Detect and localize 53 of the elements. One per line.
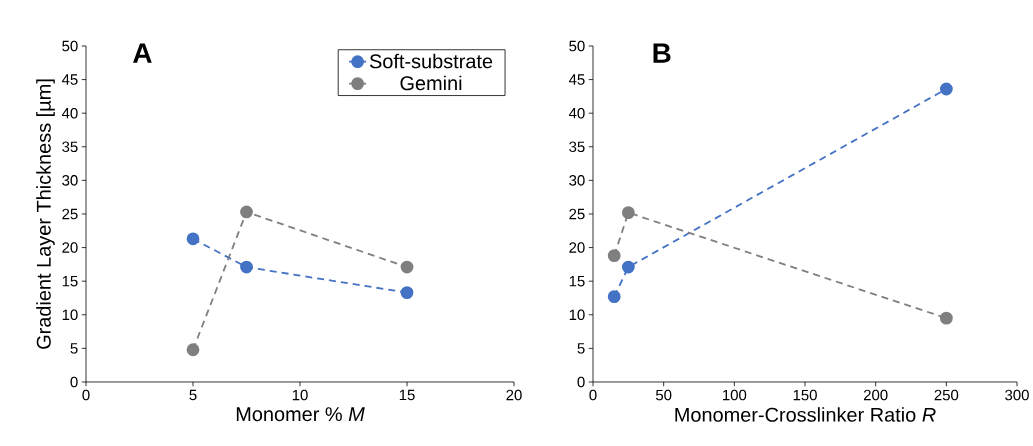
x-axis-title: Monomer-Crosslinker Ratio R: [675, 407, 936, 422]
y-tick-label: 0: [70, 376, 78, 388]
x-tick-label: 0: [82, 389, 90, 401]
y-tick-label: 15: [569, 275, 585, 287]
point: [939, 311, 953, 325]
point: [240, 260, 253, 274]
y-tick-label: 35: [569, 141, 585, 153]
y-axis-title: Gradient Layer Thickness [µm]: [36, 79, 55, 349]
y-tick-label: 5: [577, 343, 585, 354]
legend-label: Soft-substrate: [369, 53, 493, 69]
x-tick-label: 250: [934, 389, 959, 401]
chart-title: A: [133, 43, 152, 63]
point: [607, 290, 621, 304]
point: [186, 232, 200, 246]
x-tick-label: 100: [723, 389, 747, 401]
y-tick-label: 25: [569, 208, 585, 220]
y-tick-label: 45: [568, 74, 585, 85]
y-tick-label: 50: [62, 40, 78, 52]
x-tick-label: 200: [863, 389, 888, 401]
y-tick-label: 50: [569, 40, 585, 52]
x-tick-label: 150: [793, 389, 817, 401]
x-tick-label: 15: [399, 389, 415, 401]
y-tick-label: 15: [62, 275, 78, 287]
x-tick-label: 10: [292, 389, 308, 401]
y-tick-label: 25: [62, 208, 78, 220]
point: [240, 205, 253, 219]
y-tick-label: 35: [62, 141, 78, 153]
x-tick-label: 0: [589, 389, 597, 401]
point: [607, 249, 621, 263]
y-tick-label: 40: [568, 107, 585, 119]
x-axis-title: Monomer % M: [236, 407, 365, 422]
y-tick-label: 45: [61, 74, 78, 85]
y-tick-label: 40: [61, 107, 78, 119]
point: [939, 82, 953, 96]
y-tick-label: 20: [62, 242, 78, 253]
y-tick-label: 30: [62, 175, 78, 186]
chart-title: B: [653, 43, 671, 63]
x-tick-label: 50: [655, 389, 672, 401]
y-tick-label: 10: [569, 309, 585, 321]
y-tick-label: 5: [70, 343, 78, 354]
y-tick-label: 20: [569, 242, 585, 253]
point: [621, 206, 635, 220]
x-tick-label: 5: [189, 389, 197, 401]
legend-label: Gemini: [400, 75, 462, 91]
x-tick-label: 300: [1005, 389, 1029, 401]
point: [186, 343, 200, 357]
y-tick-label: 30: [569, 175, 585, 186]
point: [400, 286, 414, 300]
x-tick-label: 20: [506, 389, 522, 401]
point: [400, 260, 414, 274]
y-tick-label: 0: [577, 376, 585, 388]
point: [621, 260, 635, 274]
y-tick-label: 10: [62, 309, 78, 321]
